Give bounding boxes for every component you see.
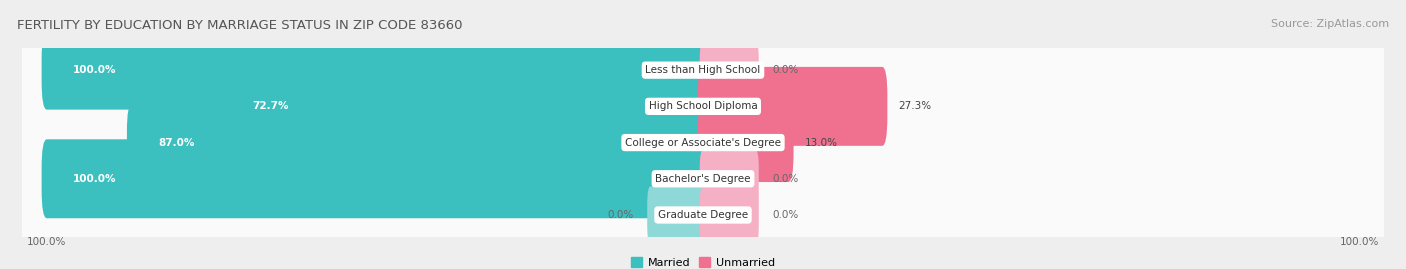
Text: 100.0%: 100.0% [1340, 238, 1379, 247]
Text: Less than High School: Less than High School [645, 65, 761, 75]
Text: 72.7%: 72.7% [252, 101, 288, 111]
FancyBboxPatch shape [697, 103, 793, 182]
Text: College or Associate's Degree: College or Associate's Degree [626, 137, 780, 148]
FancyBboxPatch shape [42, 139, 709, 218]
Text: 100.0%: 100.0% [73, 174, 117, 184]
Text: 13.0%: 13.0% [804, 137, 838, 148]
Text: 0.0%: 0.0% [772, 174, 799, 184]
FancyBboxPatch shape [221, 67, 709, 146]
Text: 0.0%: 0.0% [607, 210, 634, 220]
FancyBboxPatch shape [22, 171, 1384, 260]
Text: 0.0%: 0.0% [772, 210, 799, 220]
FancyBboxPatch shape [700, 186, 759, 244]
Text: FERTILITY BY EDUCATION BY MARRIAGE STATUS IN ZIP CODE 83660: FERTILITY BY EDUCATION BY MARRIAGE STATU… [17, 19, 463, 32]
FancyBboxPatch shape [22, 26, 1384, 115]
FancyBboxPatch shape [700, 150, 759, 207]
Text: High School Diploma: High School Diploma [648, 101, 758, 111]
FancyBboxPatch shape [22, 62, 1384, 151]
Text: 100.0%: 100.0% [73, 65, 117, 75]
Text: 87.0%: 87.0% [159, 137, 195, 148]
FancyBboxPatch shape [22, 98, 1384, 187]
Text: Graduate Degree: Graduate Degree [658, 210, 748, 220]
FancyBboxPatch shape [127, 103, 709, 182]
Text: Source: ZipAtlas.com: Source: ZipAtlas.com [1271, 19, 1389, 29]
FancyBboxPatch shape [697, 67, 887, 146]
FancyBboxPatch shape [700, 41, 759, 99]
FancyBboxPatch shape [42, 31, 709, 110]
FancyBboxPatch shape [22, 134, 1384, 223]
FancyBboxPatch shape [647, 186, 706, 244]
Text: 27.3%: 27.3% [898, 101, 932, 111]
Text: 0.0%: 0.0% [772, 65, 799, 75]
Text: Bachelor's Degree: Bachelor's Degree [655, 174, 751, 184]
Legend: Married, Unmarried: Married, Unmarried [627, 253, 779, 269]
Text: 100.0%: 100.0% [27, 238, 66, 247]
